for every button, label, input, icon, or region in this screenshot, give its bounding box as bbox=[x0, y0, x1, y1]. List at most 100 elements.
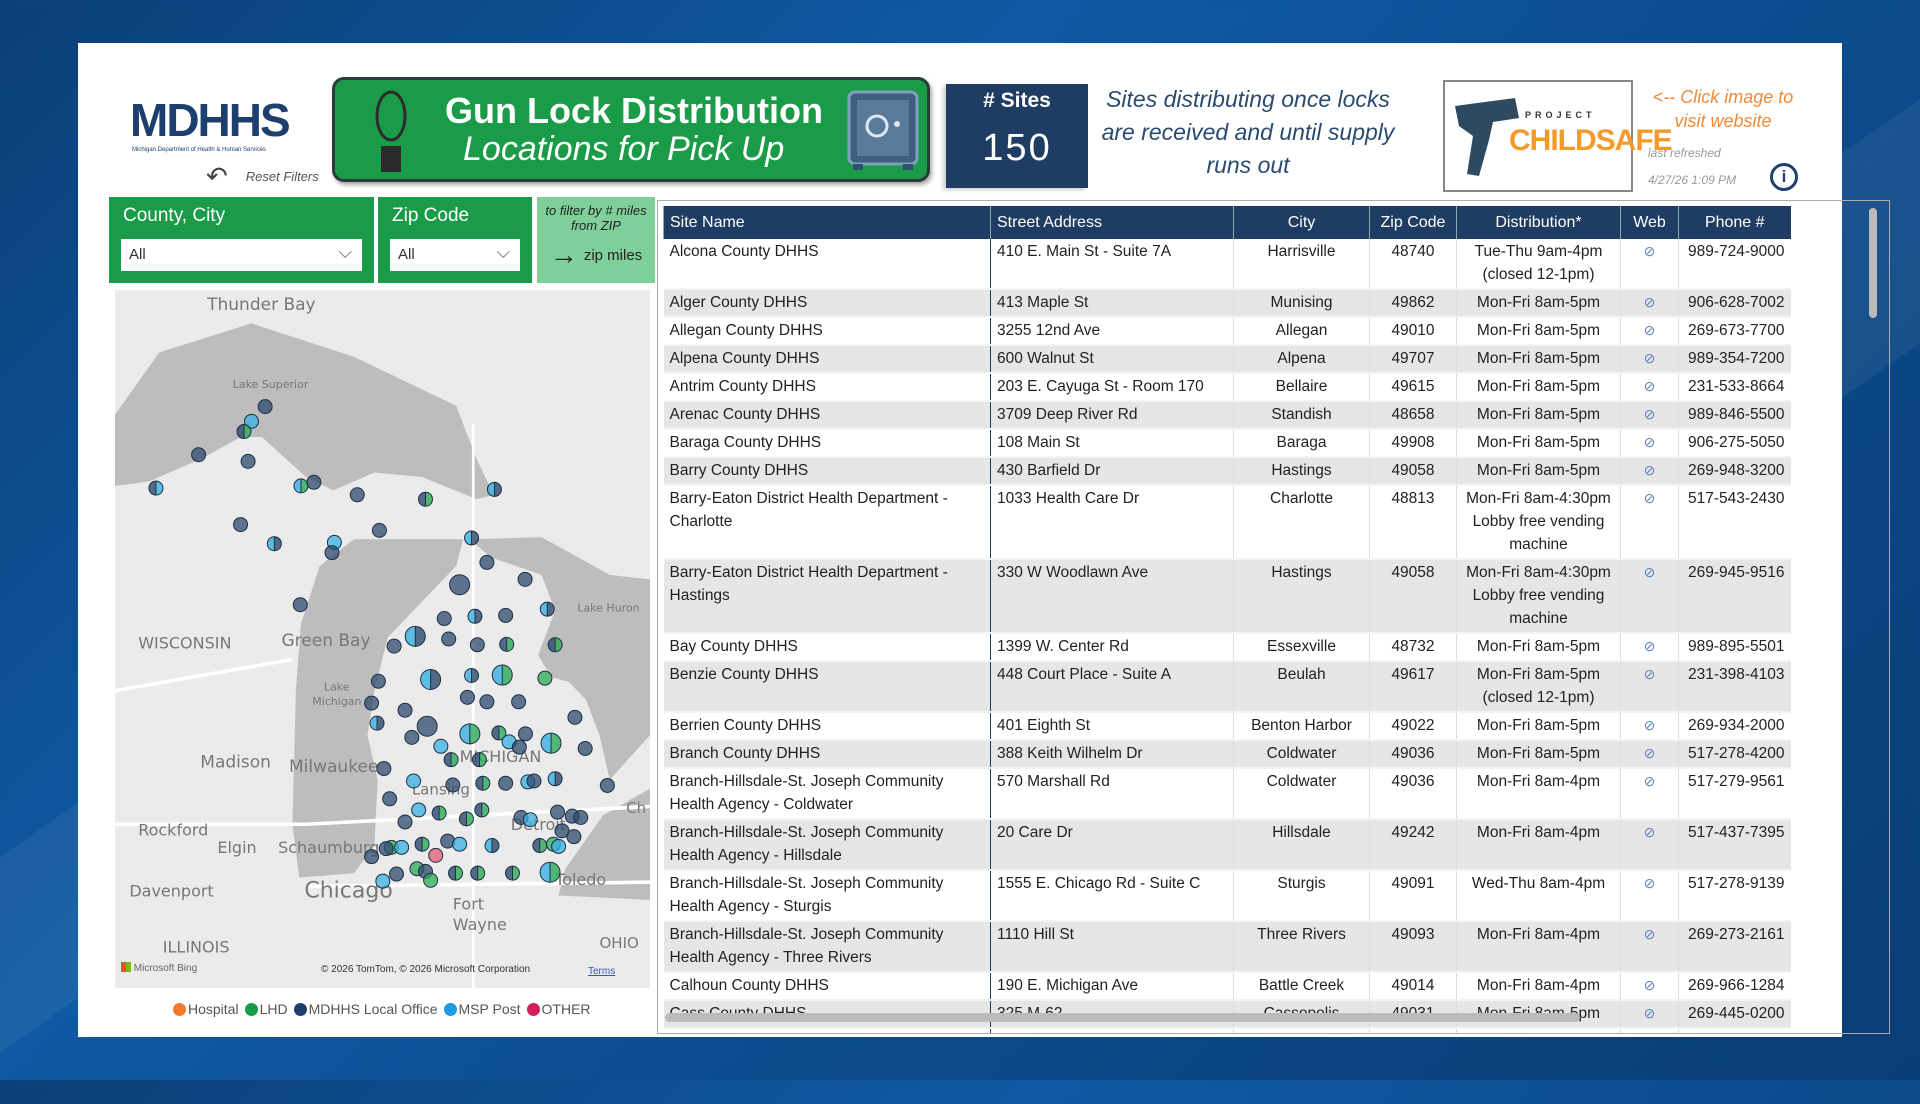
site-marker[interactable] bbox=[540, 732, 562, 754]
site-marker[interactable] bbox=[539, 861, 561, 883]
site-marker[interactable] bbox=[233, 517, 249, 533]
table-row[interactable]: Branch-Hillsdale-St. Joseph Community He… bbox=[663, 921, 1791, 973]
site-marker[interactable] bbox=[420, 669, 442, 691]
site-marker[interactable] bbox=[498, 775, 514, 791]
site-marker[interactable] bbox=[394, 839, 410, 855]
column-header[interactable]: Zip Code bbox=[1369, 206, 1457, 239]
column-header[interactable]: City bbox=[1233, 206, 1370, 239]
site-marker[interactable] bbox=[378, 841, 394, 857]
site-marker[interactable] bbox=[445, 777, 461, 793]
site-marker[interactable] bbox=[397, 702, 413, 718]
legend-item[interactable]: Hospital bbox=[173, 1001, 239, 1017]
site-marker[interactable] bbox=[599, 777, 615, 793]
legend-item[interactable]: MDHHS Local Office bbox=[293, 1001, 438, 1017]
zip-miles-link[interactable]: → zip miles bbox=[549, 239, 643, 270]
web-link-icon[interactable]: ⊘ bbox=[1620, 289, 1679, 318]
table-row[interactable]: Berrien County DHHS 401 Eighth St Benton H… bbox=[663, 712, 1791, 741]
site-marker[interactable] bbox=[484, 838, 500, 854]
site-marker[interactable] bbox=[498, 607, 514, 623]
table-row[interactable]: Alger County DHHS 413 Maple St Munising 498… bbox=[663, 289, 1791, 318]
site-marker[interactable] bbox=[386, 638, 402, 654]
web-link-icon[interactable]: ⊘ bbox=[1620, 740, 1679, 769]
site-marker[interactable] bbox=[404, 729, 420, 745]
table-row[interactable]: Bay County DHHS 1399 W. Center Rd Essexvil… bbox=[663, 633, 1791, 662]
site-marker[interactable] bbox=[567, 709, 583, 725]
site-marker[interactable] bbox=[511, 694, 527, 710]
sites-map[interactable]: Thunder Bay Lake Superior Lake Huron WISCON… bbox=[115, 290, 650, 988]
column-header[interactable]: Street Address bbox=[990, 206, 1234, 239]
site-marker[interactable] bbox=[469, 637, 485, 653]
web-link-icon[interactable]: ⊘ bbox=[1620, 1000, 1679, 1029]
web-link-icon[interactable]: ⊘ bbox=[1620, 661, 1679, 713]
site-marker[interactable] bbox=[411, 802, 427, 818]
site-marker[interactable] bbox=[148, 480, 164, 496]
table-row[interactable]: Central Michigan District Health Departm… bbox=[663, 1028, 1791, 1033]
site-marker[interactable] bbox=[577, 741, 593, 757]
site-marker[interactable] bbox=[479, 554, 495, 570]
column-header[interactable]: Site Name bbox=[663, 206, 991, 239]
table-row[interactable]: Branch-Hillsdale-St. Joseph Community He… bbox=[663, 768, 1791, 820]
site-marker[interactable] bbox=[416, 715, 438, 737]
site-marker[interactable] bbox=[370, 673, 386, 689]
site-marker[interactable] bbox=[236, 424, 252, 440]
site-marker[interactable] bbox=[433, 738, 449, 754]
site-marker[interactable] bbox=[526, 773, 542, 789]
web-link-icon[interactable]: ⊘ bbox=[1620, 457, 1679, 486]
web-link-icon[interactable]: ⊘ bbox=[1620, 559, 1679, 634]
table-row[interactable]: Branch-Hillsdale-St. Joseph Community He… bbox=[663, 870, 1791, 922]
table-row[interactable]: Benzie County DHHS 448 Court Place - Suit… bbox=[663, 661, 1791, 713]
site-marker[interactable] bbox=[292, 597, 308, 613]
site-marker[interactable] bbox=[459, 723, 481, 745]
site-marker[interactable] bbox=[511, 739, 527, 755]
site-marker[interactable] bbox=[349, 487, 365, 503]
web-link-icon[interactable]: ⊘ bbox=[1620, 485, 1679, 560]
site-marker[interactable] bbox=[431, 805, 447, 821]
site-marker[interactable] bbox=[547, 771, 563, 787]
site-marker[interactable] bbox=[375, 873, 391, 889]
zip-code-dropdown[interactable]: All ⌵ bbox=[390, 239, 520, 271]
site-marker[interactable] bbox=[550, 804, 566, 820]
site-marker[interactable] bbox=[397, 814, 413, 830]
site-marker[interactable] bbox=[404, 625, 426, 647]
table-row[interactable]: Allegan County DHHS 3255 12nd Ave Allegan 4… bbox=[663, 317, 1791, 346]
legend-item[interactable]: OTHER bbox=[526, 1001, 591, 1017]
terms-link[interactable]: Terms bbox=[588, 966, 616, 977]
site-marker[interactable] bbox=[539, 601, 555, 617]
table-row[interactable]: Barry County DHHS 430 Barfield Dr Hastings… bbox=[663, 457, 1791, 486]
web-link-icon[interactable]: ⊘ bbox=[1620, 633, 1679, 662]
site-marker[interactable] bbox=[406, 773, 422, 789]
site-marker[interactable] bbox=[449, 574, 471, 596]
site-marker[interactable] bbox=[436, 611, 452, 627]
site-marker[interactable] bbox=[369, 715, 385, 731]
site-marker[interactable] bbox=[306, 474, 322, 490]
site-marker[interactable] bbox=[293, 478, 309, 494]
site-marker[interactable] bbox=[471, 752, 487, 768]
table-row[interactable]: Alcona County DHHS 410 E. Main St - Suite… bbox=[663, 239, 1791, 290]
table-row[interactable]: Arenac County DHHS 3709 Deep River Rd Stan… bbox=[663, 401, 1791, 430]
table-row[interactable]: Barry-Eaton District Health Department -… bbox=[663, 559, 1791, 634]
site-marker[interactable] bbox=[522, 812, 538, 828]
column-header[interactable]: Distribution* bbox=[1456, 206, 1621, 239]
site-marker[interactable] bbox=[491, 664, 513, 686]
site-marker[interactable] bbox=[566, 829, 582, 845]
site-marker[interactable] bbox=[428, 847, 444, 863]
vertical-scrollbar[interactable] bbox=[1869, 208, 1877, 318]
site-marker[interactable] bbox=[191, 447, 207, 463]
web-link-icon[interactable]: ⊘ bbox=[1620, 373, 1679, 402]
site-marker[interactable] bbox=[441, 631, 457, 647]
web-link-icon[interactable]: ⊘ bbox=[1620, 921, 1679, 973]
info-icon[interactable]: i bbox=[1770, 163, 1798, 191]
project-childsafe-link-image[interactable]: PROJECT CHILDSAFE bbox=[1443, 80, 1673, 192]
site-marker[interactable] bbox=[452, 836, 468, 852]
table-row[interactable]: Alpena County DHHS 600 Walnut St Alpena 497… bbox=[663, 345, 1791, 374]
site-marker[interactable] bbox=[470, 865, 486, 881]
site-marker[interactable] bbox=[517, 571, 533, 587]
web-link-icon[interactable]: ⊘ bbox=[1620, 972, 1679, 1001]
site-marker[interactable] bbox=[459, 689, 475, 705]
reset-filters-button[interactable]: ↶ Reset Filters bbox=[206, 161, 319, 191]
site-marker[interactable] bbox=[532, 838, 548, 854]
column-header[interactable]: Phone # bbox=[1678, 206, 1791, 239]
site-marker[interactable] bbox=[537, 670, 553, 686]
site-marker[interactable] bbox=[388, 866, 404, 882]
site-marker[interactable] bbox=[257, 399, 273, 415]
